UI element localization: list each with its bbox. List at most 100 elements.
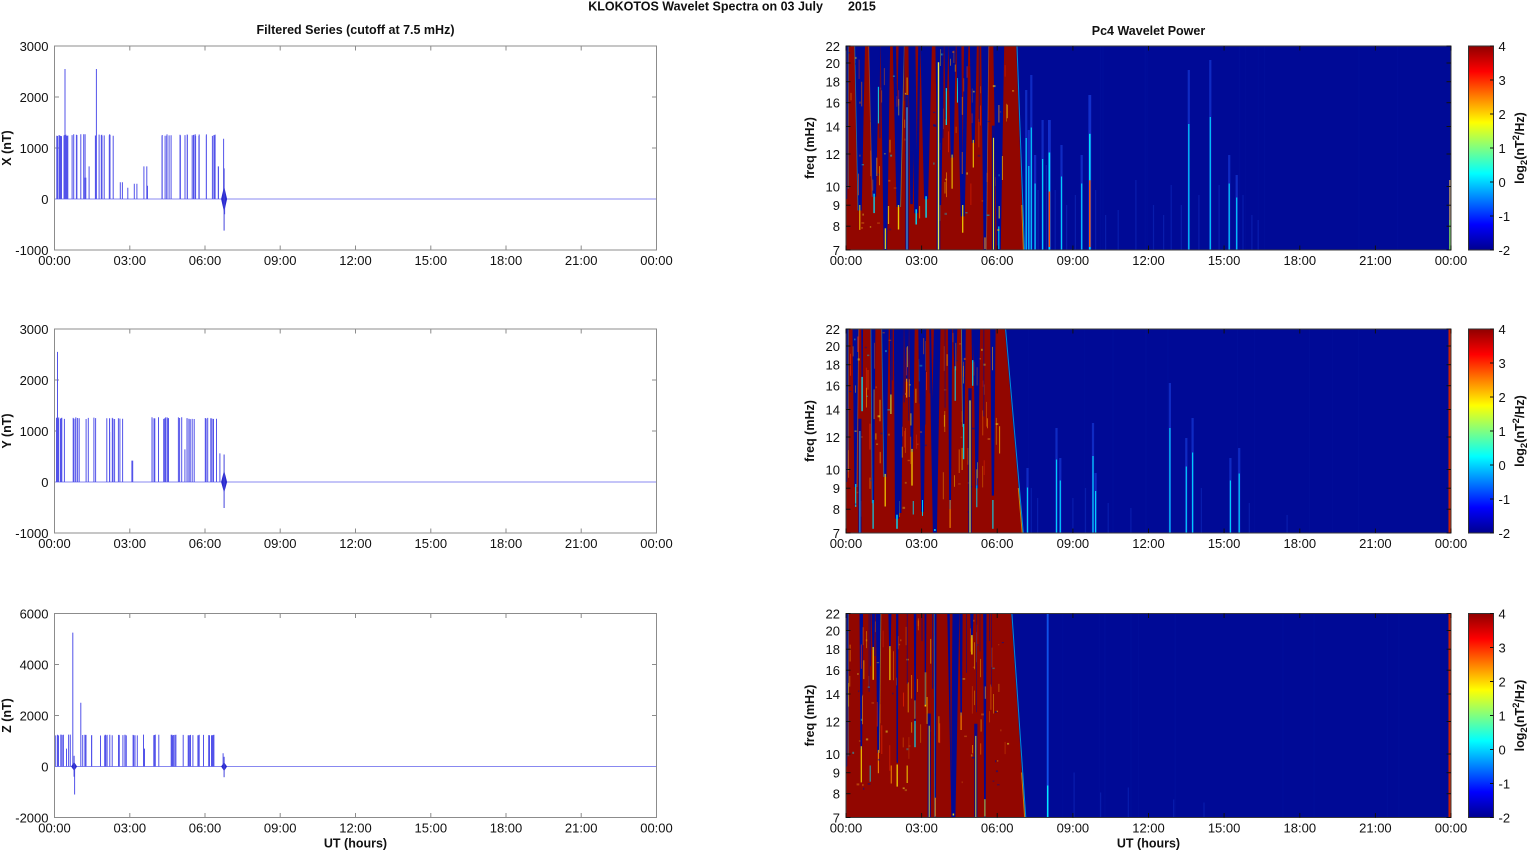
svg-text:-2: -2 — [1499, 243, 1511, 258]
svg-text:0: 0 — [1499, 742, 1506, 757]
svg-text:1: 1 — [1499, 708, 1506, 723]
svg-text:00:00: 00:00 — [830, 821, 863, 836]
svg-text:15:00: 15:00 — [1208, 821, 1241, 836]
svg-text:03:00: 03:00 — [905, 253, 938, 268]
svg-text:06:00: 06:00 — [189, 821, 222, 836]
svg-text:09:00: 09:00 — [264, 821, 297, 836]
svg-text:00:00: 00:00 — [38, 253, 71, 268]
svg-text:10: 10 — [826, 747, 840, 762]
svg-text:18:00: 18:00 — [1284, 536, 1317, 551]
svg-text:03:00: 03:00 — [114, 253, 147, 268]
svg-text:12: 12 — [826, 430, 840, 445]
svg-text:9: 9 — [833, 481, 840, 496]
svg-text:00:00: 00:00 — [640, 253, 673, 268]
svg-text:09:00: 09:00 — [264, 253, 297, 268]
svg-text:Filtered Series (cutoff at 7.5: Filtered Series (cutoff at 7.5 mHz) — [257, 23, 455, 37]
svg-text:-1000: -1000 — [15, 526, 48, 541]
svg-text:09:00: 09:00 — [1057, 253, 1090, 268]
svg-text:06:00: 06:00 — [981, 821, 1014, 836]
svg-text:15:00: 15:00 — [415, 253, 448, 268]
svg-text:3000: 3000 — [20, 322, 49, 337]
svg-text:Pc4 Wavelet Power: Pc4 Wavelet Power — [1092, 24, 1206, 38]
svg-text:06:00: 06:00 — [189, 253, 222, 268]
svg-text:3000: 3000 — [20, 39, 49, 54]
svg-text:22: 22 — [826, 606, 840, 621]
svg-text:2000: 2000 — [20, 708, 49, 723]
svg-text:4: 4 — [1499, 322, 1506, 337]
svg-text:00:00: 00:00 — [38, 536, 71, 551]
svg-text:freq (mHz): freq (mHz) — [803, 685, 817, 747]
svg-text:log2(nT2/Hz): log2(nT2/Hz) — [1511, 112, 1530, 184]
svg-text:21:00: 21:00 — [565, 253, 598, 268]
svg-text:18: 18 — [826, 358, 840, 373]
svg-text:0: 0 — [41, 475, 48, 490]
svg-text:18: 18 — [826, 642, 840, 657]
svg-text:1000: 1000 — [20, 141, 49, 156]
svg-text:1000: 1000 — [20, 424, 49, 439]
svg-text:18:00: 18:00 — [490, 821, 523, 836]
svg-text:09:00: 09:00 — [1057, 536, 1090, 551]
svg-text:2: 2 — [1499, 674, 1506, 689]
svg-text:8: 8 — [833, 502, 840, 517]
svg-text:7: 7 — [833, 243, 840, 258]
svg-text:UT (hours): UT (hours) — [1117, 837, 1180, 851]
svg-text:18:00: 18:00 — [490, 253, 523, 268]
svg-text:20: 20 — [826, 56, 840, 71]
svg-text:14: 14 — [826, 119, 840, 134]
svg-text:14: 14 — [826, 687, 840, 702]
svg-text:06:00: 06:00 — [981, 253, 1014, 268]
svg-text:0: 0 — [1499, 458, 1506, 473]
svg-text:9: 9 — [833, 766, 840, 781]
svg-text:freq (mHz): freq (mHz) — [803, 400, 817, 462]
svg-text:2000: 2000 — [20, 90, 49, 105]
svg-text:00:00: 00:00 — [830, 536, 863, 551]
svg-text:15:00: 15:00 — [415, 821, 448, 836]
svg-text:00:00: 00:00 — [1435, 253, 1468, 268]
svg-text:4: 4 — [1499, 39, 1506, 54]
svg-text:12: 12 — [826, 714, 840, 729]
svg-text:06:00: 06:00 — [981, 536, 1014, 551]
svg-text:-2: -2 — [1499, 526, 1511, 541]
svg-text:0: 0 — [41, 192, 48, 207]
svg-text:2: 2 — [1499, 107, 1506, 122]
svg-text:00:00: 00:00 — [830, 253, 863, 268]
svg-text:21:00: 21:00 — [1359, 253, 1392, 268]
svg-text:18:00: 18:00 — [1284, 821, 1317, 836]
svg-text:21:00: 21:00 — [1359, 821, 1392, 836]
svg-text:18:00: 18:00 — [490, 536, 523, 551]
svg-text:12:00: 12:00 — [339, 253, 372, 268]
svg-text:3: 3 — [1499, 640, 1506, 655]
svg-text:1: 1 — [1499, 424, 1506, 439]
svg-text:15:00: 15:00 — [415, 536, 448, 551]
svg-text:Z (nT): Z (nT) — [0, 698, 14, 733]
svg-text:9: 9 — [833, 198, 840, 213]
svg-text:00:00: 00:00 — [640, 536, 673, 551]
svg-text:freq (mHz): freq (mHz) — [803, 117, 817, 179]
svg-text:X (nT): X (nT) — [0, 130, 14, 165]
svg-text:7: 7 — [833, 526, 840, 541]
svg-text:7: 7 — [833, 810, 840, 825]
svg-text:6000: 6000 — [20, 606, 49, 621]
svg-text:2: 2 — [1499, 390, 1506, 405]
svg-text:UT (hours): UT (hours) — [324, 837, 387, 851]
svg-text:-2: -2 — [1499, 810, 1511, 825]
svg-text:00:00: 00:00 — [640, 821, 673, 836]
svg-text:18: 18 — [826, 75, 840, 90]
svg-text:KLOKOTOS Wavelet Spectra on 03: KLOKOTOS Wavelet Spectra on 03 July 2015 — [588, 0, 876, 14]
svg-text:4: 4 — [1499, 606, 1506, 621]
svg-text:-1: -1 — [1499, 209, 1511, 224]
svg-text:Y (nT): Y (nT) — [0, 413, 14, 448]
svg-text:00:00: 00:00 — [1435, 536, 1468, 551]
svg-text:14: 14 — [826, 402, 840, 417]
svg-text:-2000: -2000 — [15, 810, 48, 825]
svg-text:03:00: 03:00 — [114, 536, 147, 551]
svg-text:1: 1 — [1499, 141, 1506, 156]
svg-text:21:00: 21:00 — [1359, 536, 1392, 551]
svg-text:4000: 4000 — [20, 657, 49, 672]
svg-text:20: 20 — [826, 623, 840, 638]
svg-text:06:00: 06:00 — [189, 536, 222, 551]
svg-text:-1: -1 — [1499, 492, 1511, 507]
svg-text:16: 16 — [826, 663, 840, 678]
svg-text:22: 22 — [826, 39, 840, 54]
svg-text:18:00: 18:00 — [1284, 253, 1317, 268]
